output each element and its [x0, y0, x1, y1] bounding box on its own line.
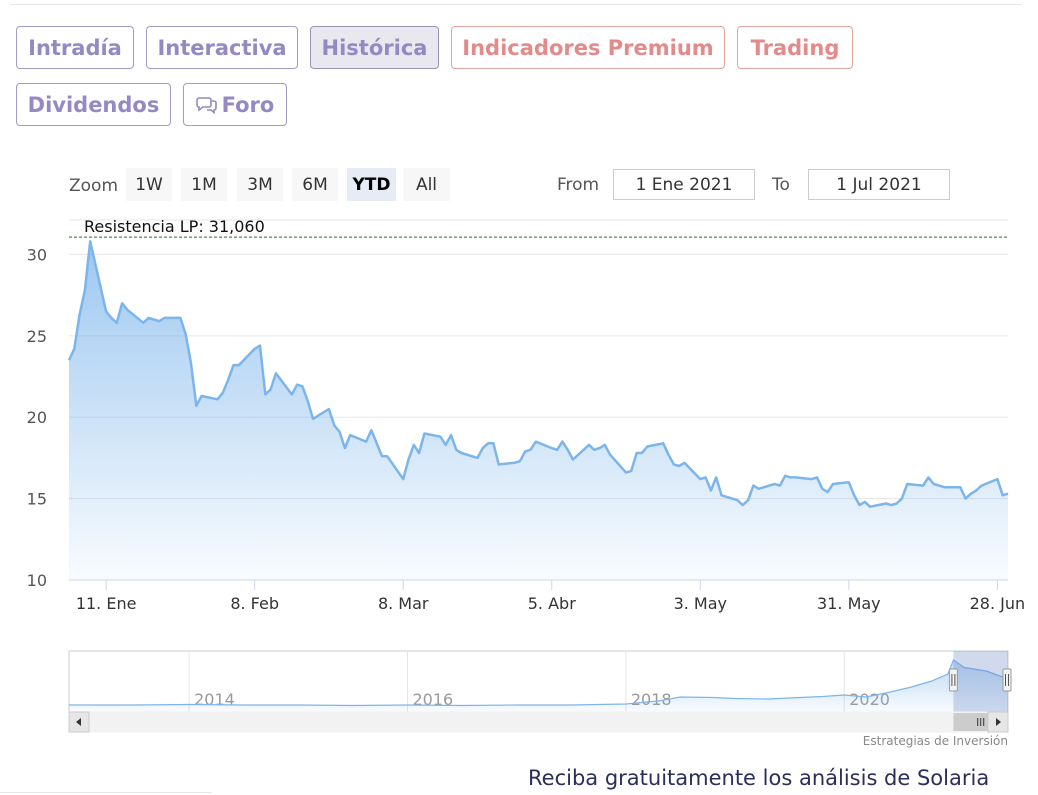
x-tick-label: 8. Feb — [230, 594, 279, 613]
top-divider — [10, 4, 1022, 5]
tab-interactiva[interactable]: Interactiva — [146, 26, 298, 69]
to-label: To — [772, 175, 790, 195]
tab-label: Trading — [750, 35, 840, 60]
price-line — [67, 240, 1009, 508]
navigator-year-label: 2016 — [412, 690, 453, 709]
from-label: From — [557, 175, 600, 195]
tab-intradia[interactable]: Intradía — [16, 26, 134, 69]
y-tick-label: 25 — [27, 327, 47, 346]
scrollbar-track[interactable] — [68, 711, 1009, 733]
tab-label: Intradía — [28, 35, 122, 60]
tab-label: Interactiva — [157, 35, 287, 60]
price-area — [69, 241, 1008, 580]
from-date-input[interactable]: 1 Ene 2021 — [613, 169, 755, 200]
cta-text[interactable]: Reciba gratuitamente los análisis de Sol… — [528, 766, 990, 790]
chat-bubbles-icon — [195, 96, 217, 114]
chart-credits[interactable]: Estrategias de Inversión — [862, 734, 1008, 748]
zoom-1m-button[interactable]: 1M — [181, 168, 227, 201]
to-date-input[interactable]: 1 Jul 2021 — [808, 169, 950, 200]
y-tick-label: 20 — [27, 408, 47, 427]
tab-dividendos[interactable]: Dividendos — [16, 83, 171, 126]
bottom-divider — [0, 792, 212, 793]
tab-label: Foro — [221, 92, 275, 117]
navigator-left-handle[interactable] — [948, 668, 958, 692]
tab-label: Indicadores Premium — [462, 35, 714, 60]
x-tick-label: 28. Jun — [970, 594, 1026, 613]
zoom-3m-button[interactable]: 3M — [237, 168, 283, 201]
zoom-all-button[interactable]: All — [403, 168, 450, 201]
tab-trading[interactable]: Trading — [737, 26, 853, 69]
y-tick-label: 10 — [27, 571, 47, 590]
arrow-left-icon — [76, 718, 81, 726]
zoom-6m-button[interactable]: 6M — [292, 168, 338, 201]
tab-label: Histórica — [321, 35, 428, 60]
y-tick-label: 15 — [27, 490, 47, 509]
navigator-line — [69, 659, 1009, 707]
tab-historica[interactable]: Histórica — [310, 26, 439, 69]
zoom-1w-button[interactable]: 1W — [126, 168, 172, 201]
zoom-label: Zoom — [69, 176, 119, 196]
x-tick-label: 3. May — [674, 594, 727, 613]
x-tick-label: 31. May — [817, 594, 881, 613]
handle-body[interactable] — [948, 668, 958, 692]
x-tick-label: 11. Ene — [76, 594, 137, 613]
tab-foro[interactable]: Foro — [183, 83, 287, 126]
handle-body[interactable] — [1002, 668, 1012, 692]
navigator-right-handle[interactable] — [1002, 668, 1012, 692]
resistance-label: Resistencia LP: 31,060 — [84, 217, 265, 236]
tab-indicadores-premium[interactable]: Indicadores Premium — [451, 26, 725, 69]
navigator-selection — [953, 651, 1008, 712]
arrow-right-icon — [996, 718, 1001, 726]
x-tick-label: 8. Mar — [378, 594, 429, 613]
zoom-ytd-button[interactable]: YTD — [347, 168, 396, 201]
x-tick-label: 5. Abr — [528, 594, 576, 613]
y-tick-label: 30 — [27, 245, 47, 264]
tab-label: Dividendos — [27, 92, 160, 117]
